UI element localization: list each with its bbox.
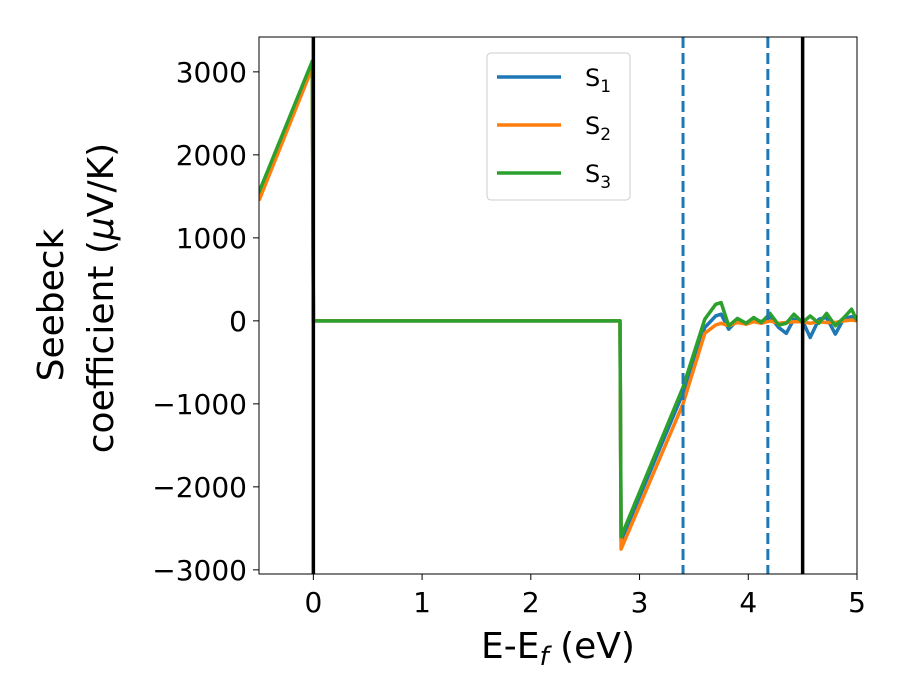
x-tick-label: 0 bbox=[304, 586, 322, 619]
x-axis-label: E-Ef (eV) bbox=[481, 626, 635, 672]
legend-label-s2: S2 bbox=[585, 112, 611, 145]
y-tick-label: −1000 bbox=[152, 388, 247, 421]
series-line-s3 bbox=[259, 59, 857, 539]
x-tick-label: 4 bbox=[739, 586, 757, 619]
legend-label-s1: S1 bbox=[585, 64, 611, 97]
legend-label-s3: S3 bbox=[585, 160, 611, 193]
y-tick-label: 0 bbox=[229, 305, 247, 338]
y-tick-label: 2000 bbox=[176, 139, 247, 172]
y-tick-label: 3000 bbox=[176, 56, 247, 89]
x-tick-label: 5 bbox=[848, 586, 866, 619]
y-tick-label: 1000 bbox=[176, 222, 247, 255]
plot-frame bbox=[258, 36, 858, 575]
x-tick-label: 1 bbox=[413, 586, 431, 619]
y-tick-label: −2000 bbox=[152, 471, 247, 504]
y-axis-label-line1: Seebeck bbox=[31, 228, 72, 381]
legend: S1 S2 S3 bbox=[486, 52, 631, 201]
y-tick-label: −3000 bbox=[152, 554, 247, 587]
x-tick-label: 3 bbox=[631, 586, 649, 619]
y-axis-label-line2: coefficient (μV/K) bbox=[81, 143, 122, 453]
x-tick-label: 2 bbox=[522, 586, 540, 619]
